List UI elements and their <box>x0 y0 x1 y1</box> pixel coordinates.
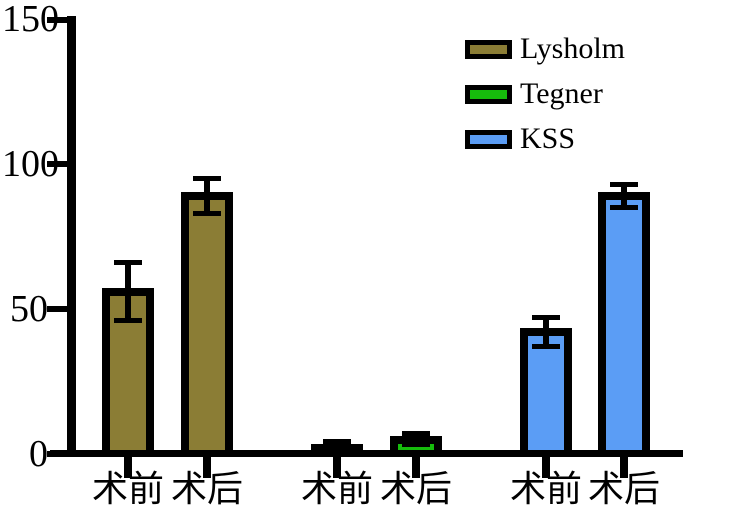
error-bar-line <box>125 262 131 321</box>
x-tick <box>620 457 628 478</box>
error-bar-cap-bottom <box>323 451 351 456</box>
legend-label-tegner: Tegner <box>520 77 603 110</box>
x-tick <box>333 457 341 478</box>
x-axis-line <box>50 450 683 457</box>
legend: Lysholm Tegner KSS <box>465 34 625 154</box>
error-bar-line <box>204 178 210 214</box>
legend-item-lysholm: Lysholm <box>465 34 625 64</box>
legend-swatch-kss <box>465 129 512 149</box>
y-axis-line <box>67 16 76 457</box>
error-bar-cap-top <box>402 430 430 436</box>
y-tick-label: 50 <box>10 287 48 330</box>
x-axis-label: 术前 <box>509 469 582 509</box>
error-bar-cap-bottom <box>532 343 560 349</box>
error-bar-cap-top <box>532 315 560 320</box>
error-bar-line <box>413 433 419 445</box>
x-axis-label: 术后 <box>170 469 243 509</box>
error-bar-line <box>543 317 549 347</box>
error-bar-cap-top <box>610 181 638 187</box>
x-tick <box>542 457 550 478</box>
bar-fill <box>606 200 642 450</box>
bar-fill <box>528 336 564 450</box>
x-axis-label: 术前 <box>91 469 164 509</box>
legend-swatch-tegner <box>465 84 512 104</box>
error-bar-line <box>334 441 340 454</box>
y-tick-label: 0 <box>29 432 48 475</box>
error-bar-cap-top <box>114 260 142 266</box>
x-axis-label: 术后 <box>379 469 452 509</box>
error-bar-cap-bottom <box>193 210 221 216</box>
x-tick <box>124 457 132 478</box>
bar-fill <box>189 200 225 450</box>
x-axis-label: 术后 <box>587 469 660 509</box>
error-bar-cap-bottom <box>402 442 430 448</box>
error-bar-line <box>621 184 627 208</box>
y-tick <box>47 161 70 168</box>
error-bar-cap-top <box>193 176 221 182</box>
legend-swatch-lysholm <box>465 39 512 59</box>
x-tick <box>412 457 420 478</box>
legend-item-tegner: Tegner <box>465 79 625 109</box>
y-tick <box>47 450 70 457</box>
error-bar-cap-top <box>323 439 351 445</box>
error-bar-cap-bottom <box>114 317 142 323</box>
legend-label-kss: KSS <box>520 122 576 155</box>
legend-item-kss: KSS <box>465 124 625 154</box>
y-tick-label: 150 <box>2 0 59 41</box>
error-bar-cap-bottom <box>610 205 638 211</box>
x-axis-label: 术前 <box>300 469 373 509</box>
y-tick <box>47 16 70 23</box>
x-tick <box>203 457 211 478</box>
y-tick <box>47 305 70 312</box>
legend-label-lysholm: Lysholm <box>520 32 626 65</box>
y-tick-label: 100 <box>2 143 59 186</box>
